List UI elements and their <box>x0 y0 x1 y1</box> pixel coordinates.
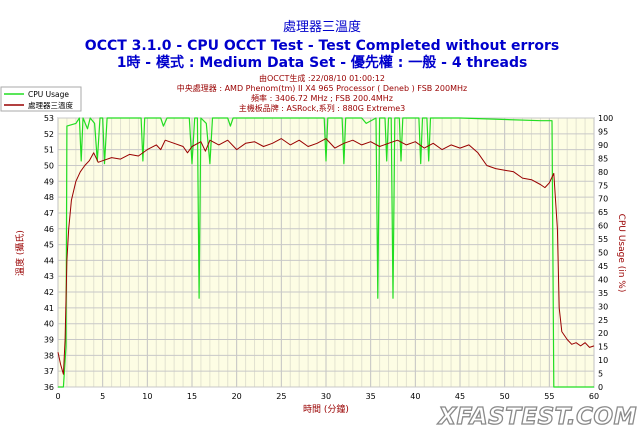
y2-tick-label: 0 <box>598 383 603 392</box>
x-tick-label: 0 <box>55 392 60 401</box>
y2-tick-label: 5 <box>598 370 603 379</box>
x-tick-label: 55 <box>544 392 554 401</box>
info-line-generated: 由OCCT生成 :22/08/10 01:00:12 <box>259 73 385 83</box>
x-tick-label: 60 <box>589 392 599 401</box>
y-axis-label: 溫度 (攝氏) <box>14 230 26 276</box>
y-tick-label: 53 <box>44 114 54 123</box>
x-tick-label: 5 <box>100 392 105 401</box>
x-tick-label: 50 <box>500 392 510 401</box>
y2-tick-label: 85 <box>598 154 608 163</box>
grid-layer <box>57 117 595 388</box>
y2-tick-label: 45 <box>598 262 608 271</box>
y2-tick-label: 60 <box>598 222 608 231</box>
series-line-temperature <box>57 138 595 375</box>
info-line-cpu: 中央處理器 : AMD Phenom(tm) II X4 965 Process… <box>177 83 467 93</box>
y2-tick-label: 55 <box>598 235 608 244</box>
y2-tick-label: 65 <box>598 208 608 217</box>
x-tick-label: 10 <box>142 392 152 401</box>
legend-label-temperature: 處理器三溫度 <box>28 100 73 110</box>
legend-label-cpu-usage: CPU Usage <box>28 90 69 99</box>
legend: CPU Usage 處理器三溫度 <box>0 86 82 112</box>
y-tick-label: 44 <box>44 256 54 265</box>
chart-subtitle-2: 1時 - 模式 : Medium Data Set - 優先權 : 一般 - 4… <box>117 54 528 71</box>
y-tick-label: 48 <box>44 193 54 202</box>
y-tick-label: 38 <box>44 351 54 360</box>
y-tick-label: 39 <box>44 336 54 345</box>
y2-tick-label: 20 <box>598 329 608 338</box>
y-tick-label: 49 <box>44 177 54 186</box>
info-line-frequency: 頻率 : 3406.72 MHz ; FSB 200.4MHz <box>251 93 393 103</box>
chart-title: 處理器三溫度 <box>283 19 361 35</box>
x-tick-label: 15 <box>187 392 197 401</box>
watermark-logo: XFASTEST.COM <box>436 404 637 430</box>
y-tick-label: 36 <box>44 383 54 392</box>
y2-tick-label: 75 <box>598 181 608 190</box>
y-tick-label: 45 <box>44 241 54 250</box>
x-axis-label: 時間 (分鐘) <box>303 403 349 415</box>
x-tick-label: 20 <box>232 392 242 401</box>
y2-tick-label: 50 <box>598 249 608 258</box>
y2-tick-label: 25 <box>598 316 608 325</box>
y-tick-label: 43 <box>44 272 54 281</box>
y2-axis-label: CPU Usage (in %) <box>616 214 626 293</box>
y-tick-label: 37 <box>44 367 54 376</box>
y-tick-label: 52 <box>44 130 54 139</box>
x-tick-label: 35 <box>366 392 376 401</box>
x-tick-label: 40 <box>410 392 420 401</box>
y2-tick-label: 35 <box>598 289 608 298</box>
y2-tick-label: 90 <box>598 141 608 150</box>
y-tick-label: 50 <box>44 161 54 170</box>
y-tick-label: 46 <box>44 225 54 234</box>
y-tick-label: 40 <box>44 320 54 329</box>
y2-tick-label: 80 <box>598 168 608 177</box>
x-tick-label: 45 <box>455 392 465 401</box>
x-tick-label: 30 <box>321 392 331 401</box>
y-tick-label: 41 <box>44 304 54 313</box>
y2-tick-label: 95 <box>598 127 608 136</box>
y-tick-label: 42 <box>44 288 54 297</box>
legend-box <box>0 86 82 112</box>
series-layer <box>57 117 595 388</box>
y2-tick-label: 40 <box>598 275 608 284</box>
x-tick-label: 25 <box>276 392 286 401</box>
y-tick-label: 47 <box>44 209 54 218</box>
info-line-motherboard: 主機板品牌 : ASRock,系列 : 880G Extreme3 <box>239 103 406 113</box>
chart-subtitle-1: OCCT 3.1.0 - CPU OCCT Test - Test Comple… <box>85 38 559 54</box>
y2-tick-label: 15 <box>598 343 608 352</box>
y2-tick-label: 100 <box>598 114 613 123</box>
y2-tick-label: 30 <box>598 302 608 311</box>
y2-tick-label: 10 <box>598 356 608 365</box>
tick-layer: 0 5 10 15 20 25 30 35 40 45 50 55 603637383940414243… <box>44 114 613 401</box>
y2-tick-label: 70 <box>598 195 608 204</box>
y-tick-label: 51 <box>44 146 54 155</box>
